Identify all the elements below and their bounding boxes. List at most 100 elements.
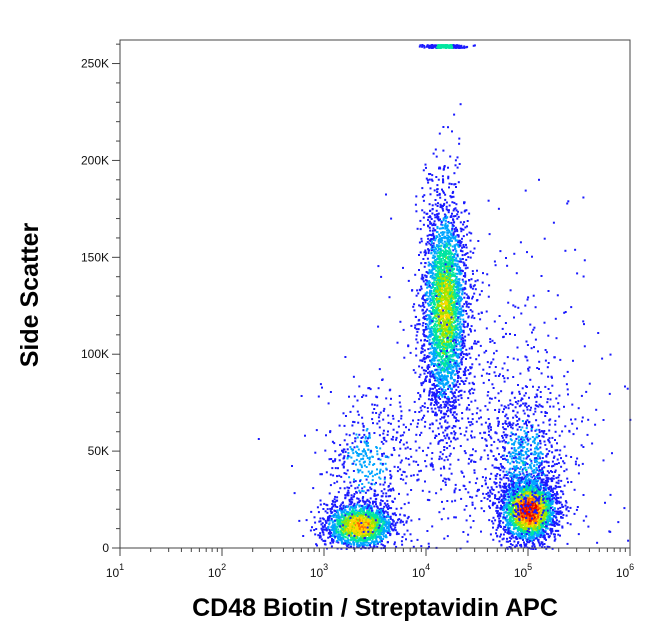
event-dot xyxy=(339,536,342,539)
event-dot xyxy=(430,333,433,336)
event-dot xyxy=(354,538,357,541)
event-dot xyxy=(353,511,356,513)
event-dot xyxy=(453,325,456,328)
event-dot xyxy=(446,264,449,266)
event-dot xyxy=(442,384,445,387)
event-dot xyxy=(426,314,429,317)
event-dot xyxy=(438,304,441,307)
event-dot xyxy=(416,323,419,326)
event-dot xyxy=(442,276,445,279)
event-dot xyxy=(463,253,466,256)
event-dot xyxy=(442,191,445,194)
event-dot xyxy=(381,518,383,521)
event-dot xyxy=(345,528,348,531)
event-dot xyxy=(463,303,466,306)
event-dot xyxy=(430,249,433,252)
event-dot xyxy=(437,255,440,258)
event-dot xyxy=(450,221,453,224)
event-dot xyxy=(434,338,437,341)
event-dot xyxy=(356,511,359,513)
event-dot xyxy=(364,500,367,503)
event-dot xyxy=(452,304,455,307)
event-dot xyxy=(346,443,349,446)
event-dot xyxy=(400,473,403,476)
event-dot xyxy=(379,519,382,522)
event-dot xyxy=(446,250,449,252)
event-dot xyxy=(458,326,461,329)
event-dot xyxy=(356,515,359,518)
event-dot xyxy=(435,395,438,398)
event-dot xyxy=(383,478,386,481)
event-dot xyxy=(380,507,383,510)
event-dot xyxy=(450,273,453,276)
event-dot xyxy=(376,541,379,544)
event-dot xyxy=(342,538,345,541)
event-dot xyxy=(358,524,360,527)
event-dot xyxy=(444,253,447,256)
event-dot xyxy=(365,478,368,481)
event-dot xyxy=(447,307,450,310)
event-dot xyxy=(461,334,464,336)
event-dot xyxy=(419,251,422,254)
event-dot xyxy=(435,400,438,403)
event-dot xyxy=(443,359,446,362)
event-dot xyxy=(434,354,437,357)
event-dot xyxy=(421,273,424,276)
event-dot xyxy=(405,521,408,524)
event-dot xyxy=(421,324,424,327)
event-dot xyxy=(465,252,468,255)
event-dot xyxy=(448,265,451,268)
event-dot xyxy=(382,538,385,540)
event-dot xyxy=(445,310,448,312)
event-dot xyxy=(393,543,396,546)
event-dot xyxy=(317,511,320,514)
event-dot xyxy=(447,177,450,180)
event-dot xyxy=(339,453,342,456)
event-dot xyxy=(464,366,467,369)
event-dot xyxy=(324,519,327,522)
event-dot xyxy=(350,522,353,525)
event-dot xyxy=(361,529,364,532)
event-dot xyxy=(334,458,337,461)
event-dot xyxy=(443,318,446,321)
event-dot xyxy=(355,536,358,539)
event-dot xyxy=(441,265,444,268)
event-dot xyxy=(462,325,465,328)
event-dot xyxy=(458,336,461,339)
event-dot xyxy=(471,270,474,273)
event-dot xyxy=(457,181,460,184)
event-dot xyxy=(366,428,369,430)
event-dot xyxy=(463,296,466,299)
event-dot xyxy=(366,498,369,501)
event-dot xyxy=(447,357,450,359)
event-dot xyxy=(400,507,403,510)
event-dot xyxy=(363,512,366,515)
event-dot xyxy=(374,536,377,539)
event-dot xyxy=(454,326,457,329)
event-dot xyxy=(428,317,431,320)
event-dot xyxy=(444,281,447,284)
event-dot xyxy=(452,316,455,319)
event-dot xyxy=(440,237,443,240)
event-dot xyxy=(454,311,457,314)
event-dot xyxy=(443,322,446,325)
event-dot xyxy=(385,492,388,495)
event-dot xyxy=(381,525,384,528)
event-dot xyxy=(430,462,433,465)
event-dot xyxy=(330,519,333,522)
event-dot xyxy=(437,178,440,181)
event-dot xyxy=(429,463,432,466)
event-dot xyxy=(441,275,444,277)
event-dot xyxy=(430,302,433,305)
event-dot xyxy=(355,531,358,533)
event-dot xyxy=(344,450,347,453)
event-dot xyxy=(365,429,368,432)
event-dot xyxy=(387,527,390,530)
event-dot xyxy=(443,467,446,470)
event-dot xyxy=(394,529,397,532)
event-dot xyxy=(348,534,351,537)
event-dot xyxy=(443,341,446,344)
event-dot xyxy=(443,245,446,248)
event-dot xyxy=(428,370,431,373)
event-dot xyxy=(450,214,453,217)
